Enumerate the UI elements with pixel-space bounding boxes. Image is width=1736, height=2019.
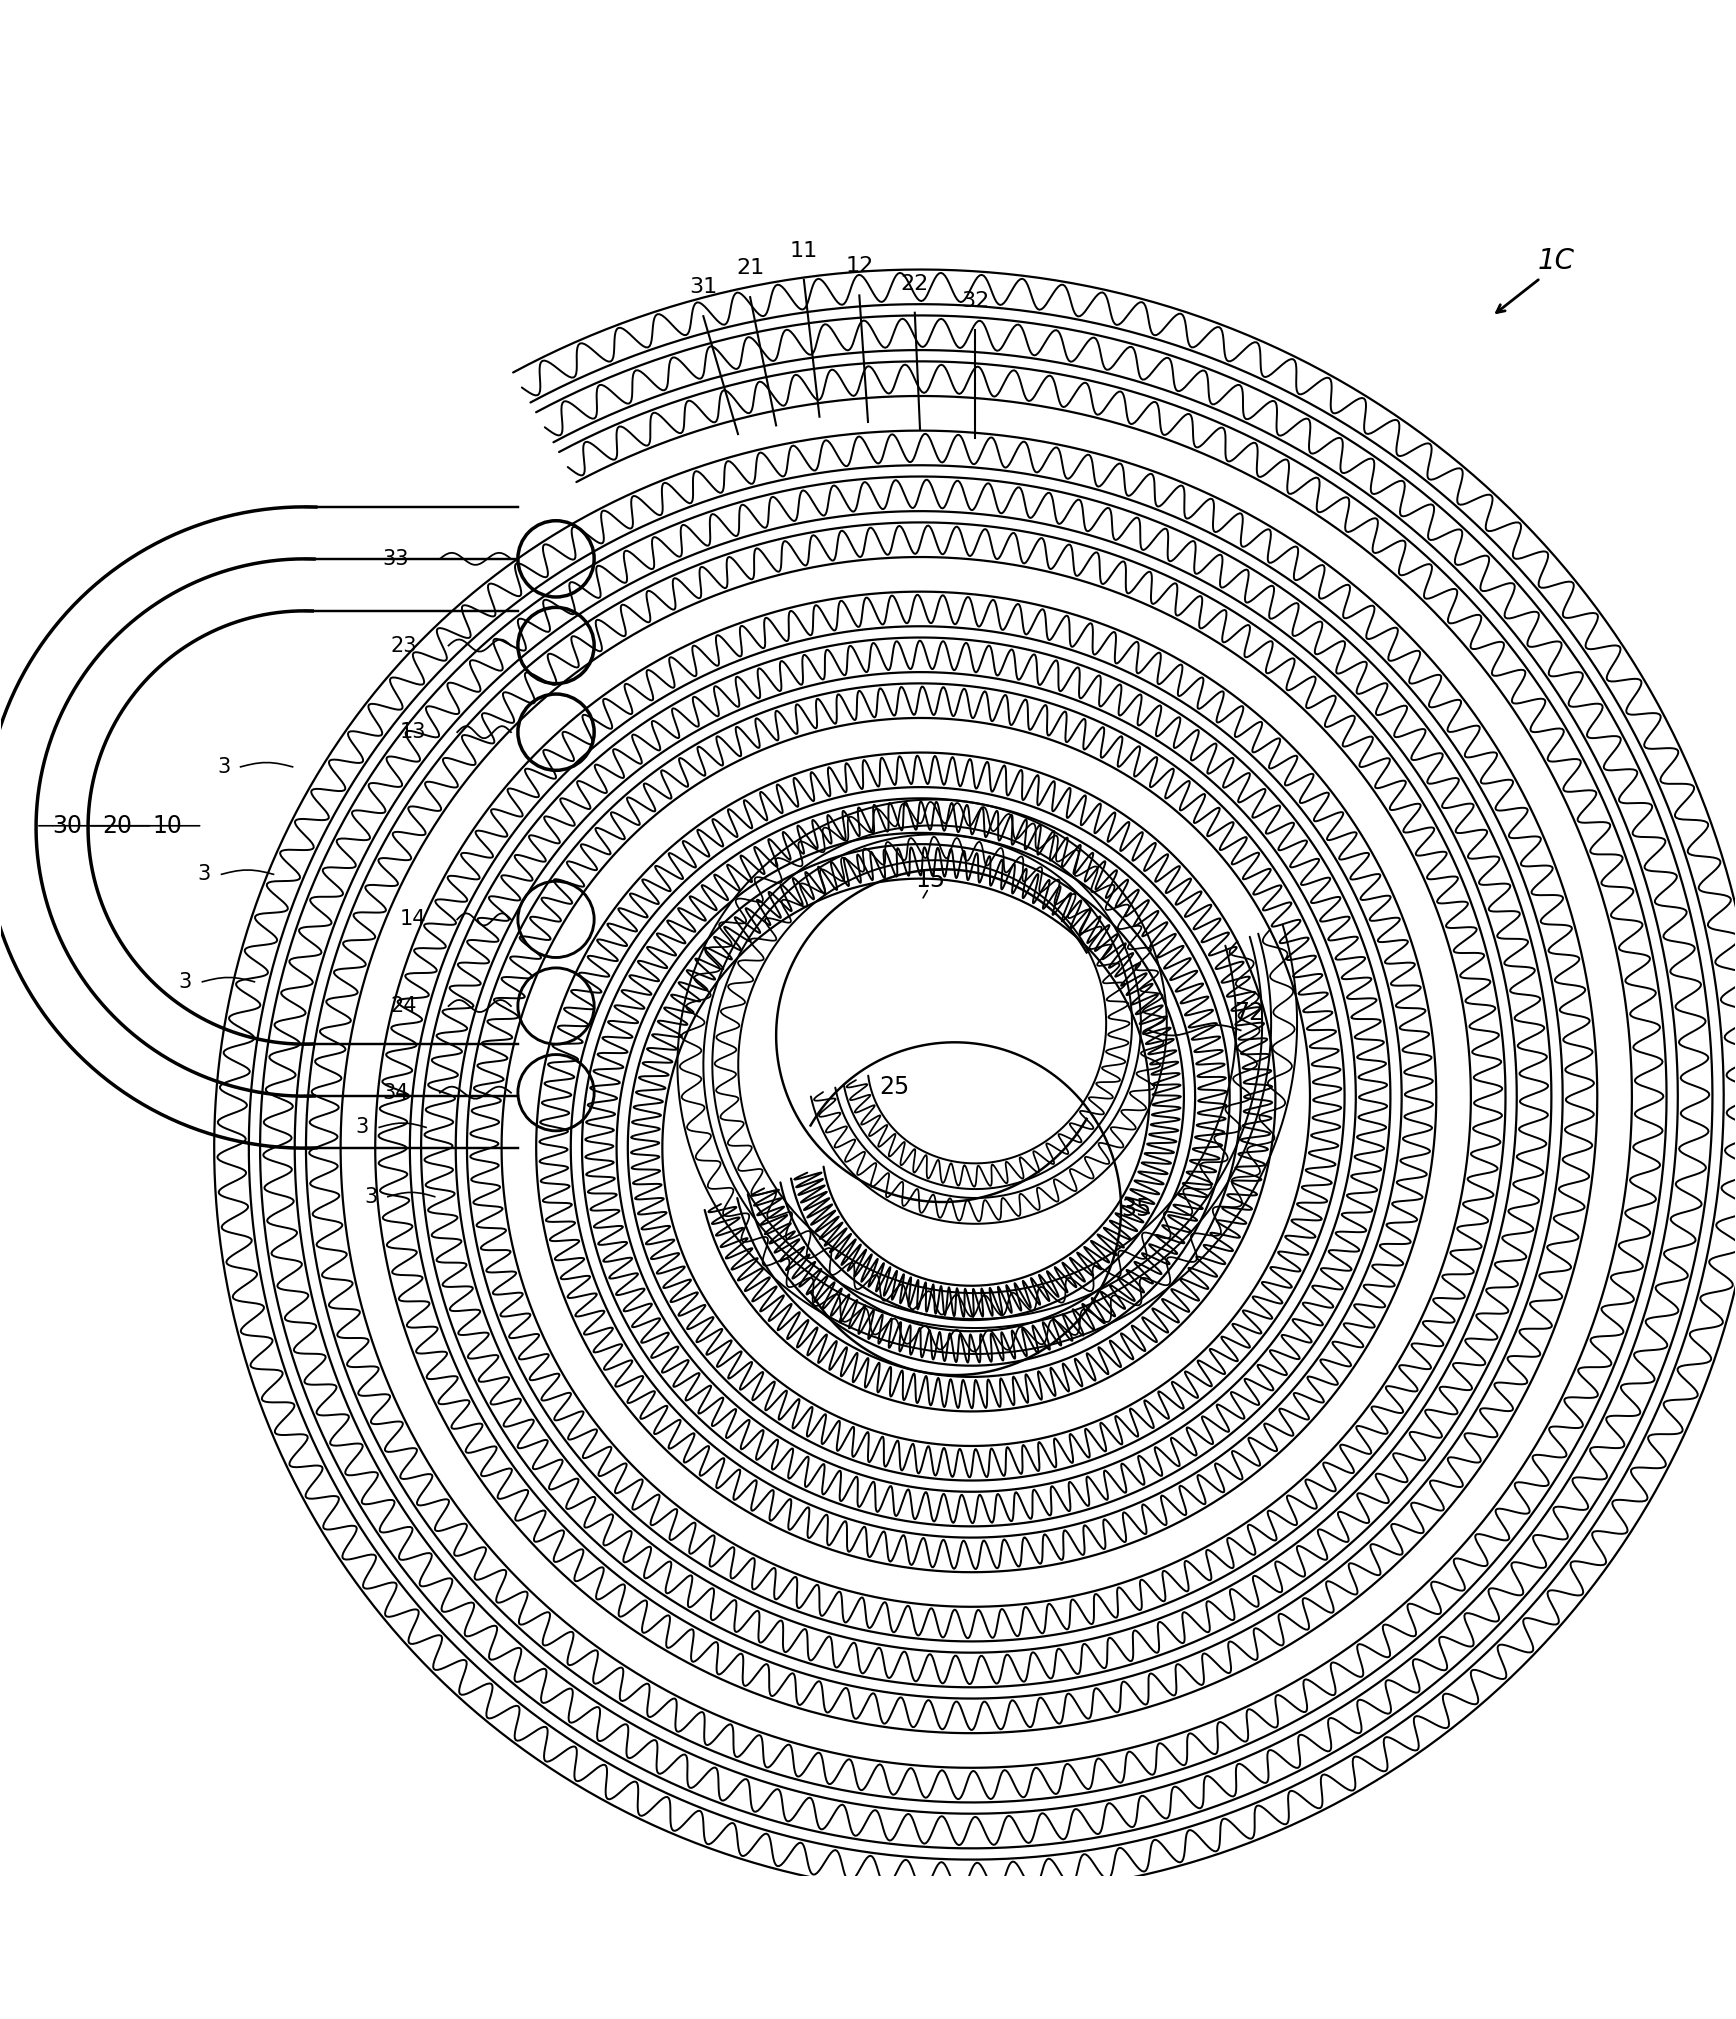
Text: 21: 21 — [736, 258, 764, 279]
Text: 22: 22 — [901, 275, 929, 293]
Text: 12: 12 — [845, 256, 873, 277]
Text: 24: 24 — [391, 995, 417, 1016]
Text: 23: 23 — [391, 636, 417, 656]
Text: 30: 30 — [52, 814, 82, 838]
Text: 31: 31 — [689, 277, 717, 297]
Text: 14: 14 — [399, 909, 425, 929]
Text: 3: 3 — [179, 971, 193, 991]
Text: 3: 3 — [365, 1187, 377, 1207]
Text: 3: 3 — [356, 1117, 368, 1137]
Text: 25: 25 — [878, 1076, 910, 1100]
Text: 72: 72 — [1234, 1001, 1264, 1026]
Text: 32: 32 — [962, 291, 990, 311]
Text: 1C: 1C — [1538, 246, 1575, 275]
Text: 15: 15 — [915, 868, 946, 892]
Text: 34: 34 — [382, 1082, 408, 1102]
Text: 11: 11 — [790, 240, 818, 260]
Text: 20: 20 — [102, 814, 132, 838]
Text: 3: 3 — [217, 757, 231, 777]
Text: 13: 13 — [399, 723, 425, 743]
Text: 33: 33 — [382, 549, 408, 569]
Text: 35: 35 — [1121, 1197, 1151, 1221]
Text: 10: 10 — [153, 814, 182, 838]
Text: 3: 3 — [198, 864, 212, 884]
